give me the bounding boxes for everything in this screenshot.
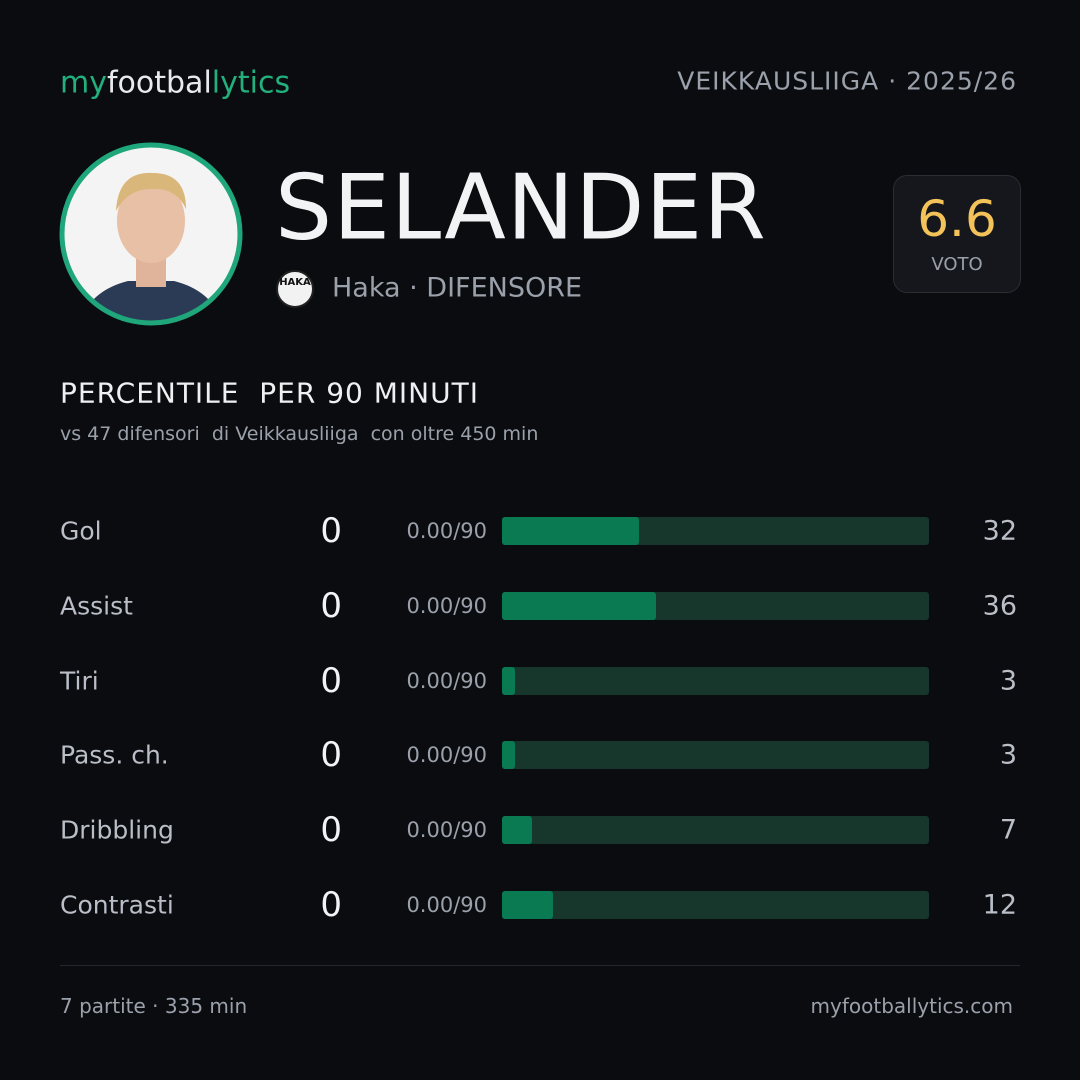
- bar: [502, 816, 532, 845]
- stat-label: Contrasti: [60, 890, 174, 920]
- rating-box: 6.6 VOTO: [893, 175, 1021, 293]
- stat-percentile: 7: [999, 814, 1017, 846]
- stat-label: Gol: [60, 516, 102, 546]
- bar-track: [502, 591, 929, 620]
- stat-percentile: 32: [982, 515, 1017, 547]
- stat-per90: 0.00/90: [406, 818, 487, 843]
- bar-track: [502, 741, 929, 770]
- bar-track: [502, 816, 929, 845]
- stat-per90: 0.00/90: [406, 743, 487, 768]
- bar-track: [502, 666, 929, 695]
- player-name: SELANDER: [275, 155, 767, 261]
- stat-per90: 0.00/90: [406, 893, 487, 917]
- stat-per90: 0.00/90: [406, 593, 487, 618]
- stat-percentile: 12: [982, 889, 1017, 921]
- logo-part: my: [60, 65, 107, 101]
- stat-value: 0: [320, 885, 342, 925]
- player-photo: [59, 142, 243, 326]
- stat-percentile: 36: [982, 590, 1017, 622]
- footer-summary: 7 partite · 335 min: [60, 994, 248, 1018]
- stat-label: Tiri: [60, 666, 99, 696]
- stat-per90: 0.00/90: [406, 668, 487, 693]
- logo: myfootballytics: [60, 66, 290, 101]
- section-title: PERCENTILE PER 90 MINUTI: [60, 376, 479, 410]
- stat-percentile: 3: [999, 739, 1017, 771]
- bar-track: [502, 891, 929, 919]
- club-badge: HAKA: [276, 270, 314, 308]
- bar: [502, 891, 554, 919]
- club-role: Haka · DIFENSORE: [332, 272, 583, 304]
- season: · 2025/26: [888, 66, 1017, 96]
- stat-value: 0: [320, 810, 342, 851]
- bar: [502, 591, 656, 620]
- logo-part: footbal: [106, 65, 212, 101]
- club-badge-text: HAKA: [279, 277, 311, 288]
- rating: 6.6: [917, 190, 997, 248]
- divider: [60, 965, 1020, 966]
- stat-label: Assist: [60, 591, 133, 621]
- bar: [502, 517, 639, 545]
- stat-percentile: 3: [999, 665, 1017, 697]
- stat-value: 0: [320, 585, 342, 626]
- rating-label: VOTO: [931, 254, 983, 275]
- stat-value: 0: [320, 511, 342, 551]
- league: VEIKKAUSLIIGA: [677, 66, 880, 96]
- stat-per90: 0.00/90: [406, 519, 487, 543]
- section-subtitle: vs 47 difensori di Veikkausliiga con olt…: [60, 423, 539, 445]
- stat-label: Pass. ch.: [60, 740, 169, 770]
- stat-value: 0: [320, 735, 342, 776]
- logo-part: lytics: [211, 65, 291, 101]
- footer-site: myfootballytics.com: [810, 994, 1013, 1018]
- bar: [502, 741, 515, 770]
- bar-track: [502, 517, 929, 545]
- stat-label: Dribbling: [60, 815, 174, 845]
- bar: [502, 666, 515, 695]
- header-meta: VEIKKAUSLIIGA · 2025/26: [677, 67, 1017, 96]
- stat-value: 0: [320, 660, 342, 701]
